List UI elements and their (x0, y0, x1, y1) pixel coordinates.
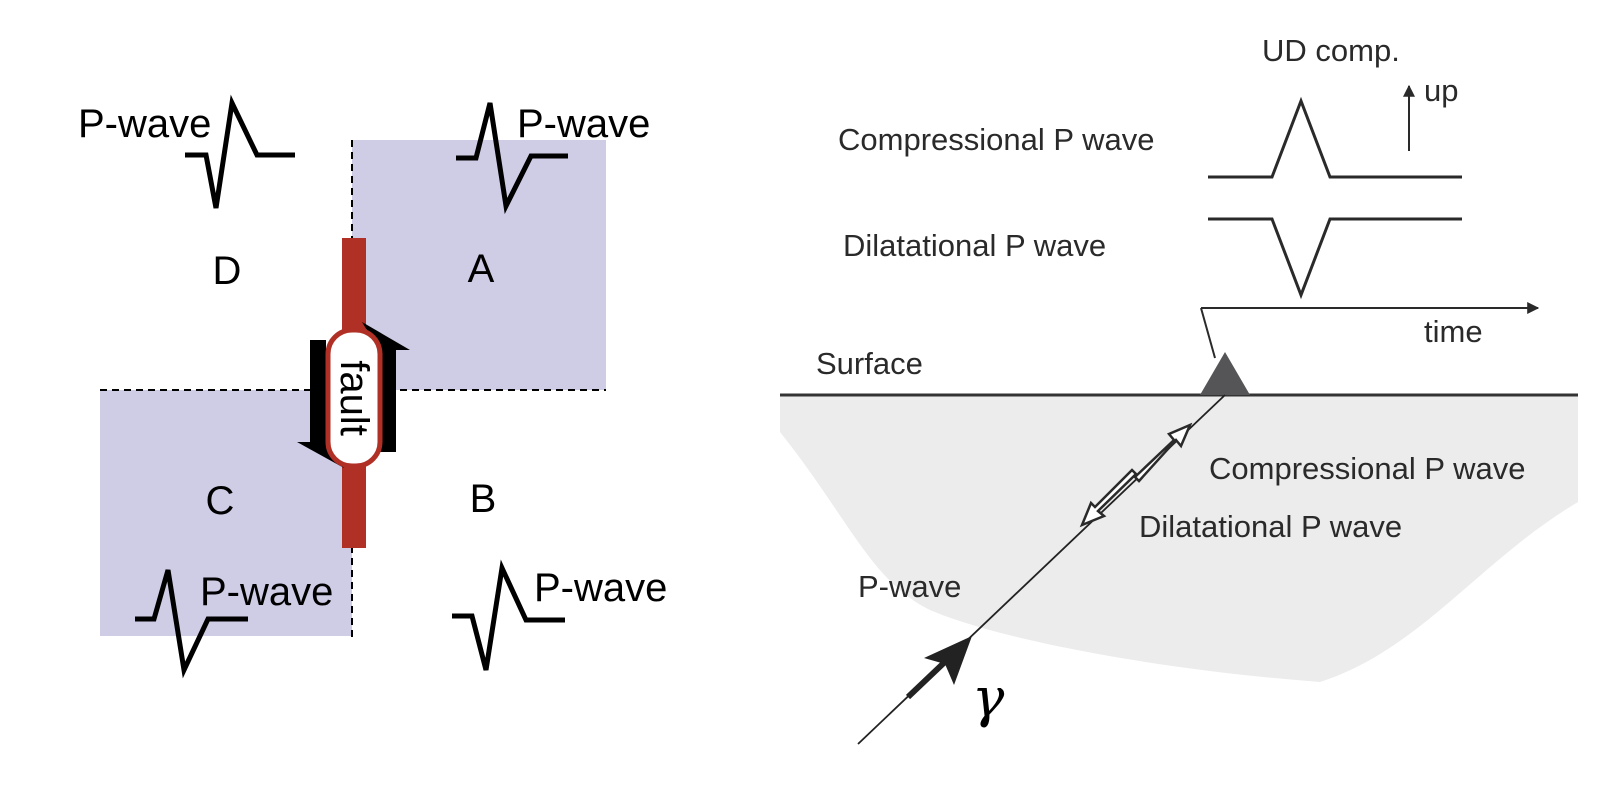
dilatational-ray-label: Dilatational P wave (1139, 509, 1402, 544)
ray-symbol: γ (972, 666, 1005, 729)
up-label: up (1424, 73, 1458, 108)
dilatational-trace-label: Dilatational P wave (843, 228, 1106, 263)
compressional-ray-arrow (1133, 422, 1193, 483)
dilatational-trace (1208, 217, 1462, 300)
ray-bold-segment (905, 656, 951, 700)
time-axis-leader (1200, 307, 1216, 359)
slip-arrow-left (297, 340, 344, 468)
quadrant-label-b: B (470, 477, 497, 521)
compressional-trace (1208, 96, 1462, 179)
pwave-label-top-right: P-wave (517, 102, 650, 146)
surface-label: Surface (816, 346, 923, 381)
compressional-trace-label: Compressional P wave (838, 122, 1154, 157)
quadrant-label-a: A (468, 247, 495, 291)
station-triangle (1200, 352, 1250, 395)
pwave-trace-top-right (456, 102, 568, 215)
pwave-label-bottom-left: P-wave (200, 570, 333, 614)
dilatational-ray-arrow (1079, 468, 1138, 528)
pwave-ray-label: P-wave (858, 569, 961, 604)
compressional-ray-label: Compressional P wave (1209, 451, 1525, 486)
component-label: UD comp. (1262, 33, 1400, 68)
quadrant-label-d: D (213, 249, 242, 293)
pwave-label-top-left: P-wave (78, 102, 211, 146)
right-panel: Surface time UD comp. up Compressional P… (780, 33, 1578, 745)
ground-region (780, 395, 1578, 682)
pwave-trace-bottom-right (452, 559, 565, 671)
fault-label: fault (332, 360, 376, 436)
ray-direction-arrowhead (924, 636, 972, 685)
quadrant-label-c: C (206, 479, 235, 523)
pwave-trace-bottom-left (135, 569, 248, 679)
slip-arrow-right (362, 322, 410, 452)
fault-label-box (325, 327, 383, 469)
pwave-label-bottom-right: P-wave (534, 566, 667, 610)
pwave-trace-top-left (185, 94, 295, 209)
time-label: time (1424, 314, 1483, 349)
left-panel: fault A B C D P-wave P-wave P-wave P-wav… (78, 94, 667, 679)
